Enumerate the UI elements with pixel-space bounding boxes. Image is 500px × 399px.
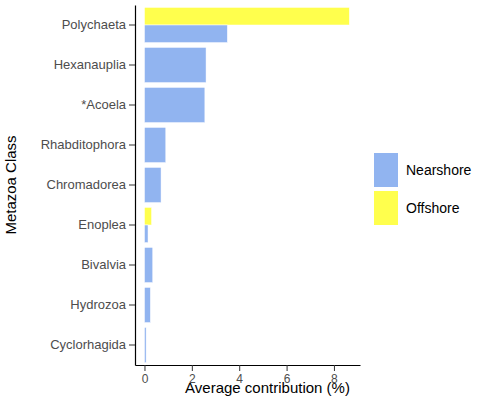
x-axis-line <box>136 365 361 366</box>
y-tick: Hydrozoa <box>70 297 135 312</box>
bar <box>144 127 165 162</box>
y-tick-mark <box>129 145 135 146</box>
y-tick-mark <box>129 105 135 106</box>
y-tick: Rhabditophora <box>41 137 135 152</box>
y-tick-mark <box>129 65 135 66</box>
legend-swatch <box>374 191 398 225</box>
y-tick-mark <box>129 305 135 306</box>
y-tick-label: Polychaeta <box>62 17 127 32</box>
bar <box>144 25 227 43</box>
bar <box>144 87 204 122</box>
y-tick-label: *Acoela <box>81 97 127 112</box>
legend-label: Nearshore <box>406 162 472 178</box>
y-tick: Polychaeta <box>62 17 135 32</box>
bar <box>144 247 152 282</box>
x-tick-mark <box>192 365 193 371</box>
y-axis-title: Metazoa Class <box>2 135 19 234</box>
y-tick-label: Rhabditophora <box>41 137 127 152</box>
chart-container: 02468PolychaetaHexanauplia*AcoelaRhabdit… <box>0 0 500 399</box>
bar <box>144 167 161 202</box>
y-tick-label: Bivalvia <box>81 257 127 272</box>
x-tick-mark <box>144 365 145 371</box>
y-tick-label: Cyclorhagida <box>50 337 127 352</box>
y-tick-mark <box>129 265 135 266</box>
y-axis-line <box>135 6 136 366</box>
x-axis-title: Average contribution (%) <box>185 379 350 396</box>
y-tick-label: Chromadorea <box>47 177 127 192</box>
y-tick-mark <box>129 345 135 346</box>
plot-area: 02468PolychaetaHexanauplia*AcoelaRhabdit… <box>41 6 361 386</box>
y-tick: Hexanauplia <box>54 57 135 72</box>
legend-item: Offshore <box>374 191 460 225</box>
y-tick: *Acoela <box>81 97 135 112</box>
bar <box>144 225 148 243</box>
x-tick-label: 0 <box>142 372 149 386</box>
x-tick-mark <box>287 365 288 371</box>
x-tick: 0 <box>142 365 149 386</box>
y-tick-label: Enoplea <box>78 217 126 232</box>
x-tick-mark <box>239 365 240 371</box>
y-tick: Bivalvia <box>81 257 135 272</box>
bar <box>144 287 150 322</box>
y-tick-mark <box>129 185 135 186</box>
y-tick: Chromadorea <box>47 177 136 192</box>
y-tick-label: Hydrozoa <box>70 297 126 312</box>
legend-label: Offshore <box>406 200 460 216</box>
bar <box>144 7 349 25</box>
bar <box>144 47 206 82</box>
y-tick-label: Hexanauplia <box>54 57 127 72</box>
chart-svg: 02468PolychaetaHexanauplia*AcoelaRhabdit… <box>0 0 500 399</box>
y-tick-mark <box>129 25 135 26</box>
y-axis: Polychaeta Hexanauplia *Acoela Rhabditophor… <box>41 6 136 366</box>
y-tick: Enoplea <box>78 217 135 232</box>
bar <box>144 327 146 362</box>
y-tick-mark <box>129 225 135 226</box>
y-tick: Cyclorhagida <box>50 337 135 352</box>
x-tick-mark <box>334 365 335 371</box>
bar <box>144 207 151 225</box>
legend-item: Nearshore <box>374 153 472 187</box>
legend-swatch <box>374 153 398 187</box>
legend: Nearshore Offshore <box>374 153 472 225</box>
bars <box>144 7 349 362</box>
